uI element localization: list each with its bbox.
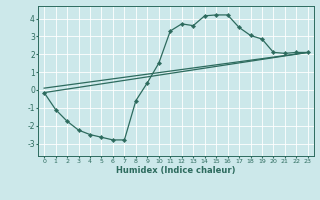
X-axis label: Humidex (Indice chaleur): Humidex (Indice chaleur) xyxy=(116,166,236,175)
